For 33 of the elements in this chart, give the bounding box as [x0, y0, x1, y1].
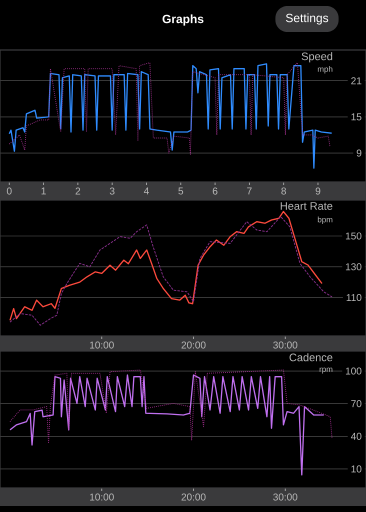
text: Graphs — [162, 14, 204, 26]
x-tick-label: 10:00 — [90, 494, 114, 501]
x-tick-label: 6 — [212, 188, 218, 195]
y-tick-label: 110 — [346, 294, 362, 302]
x-tick-label: 4 — [144, 188, 149, 194]
chart-title: Cadence — [290, 353, 332, 362]
chart-title: Speed — [302, 52, 332, 62]
x-tick-label: 30:00 — [273, 342, 298, 349]
y-tick-label: 100 — [346, 368, 362, 375]
x-tick-label: 20:00 — [182, 494, 206, 501]
x-tick-label: 30:00 — [273, 494, 298, 501]
x-tick-label: 7 — [247, 188, 252, 194]
text: Settings — [286, 13, 328, 25]
y-tick-label: 40 — [350, 432, 362, 440]
y-tick-label: 150 — [346, 232, 362, 240]
x-tick-label: 20:00 — [182, 342, 206, 349]
x-tick-label: 5 — [178, 188, 184, 194]
x-tick-label: 0 — [6, 188, 12, 195]
x-tick-label: 9 — [316, 188, 320, 195]
y-tick-label: 10 — [351, 465, 362, 472]
line-series — [10, 370, 333, 444]
x-tick-label: 3 — [110, 188, 115, 195]
y-tick-label: 9 — [356, 150, 362, 157]
y-tick-label: 130 — [346, 263, 362, 270]
chart-title: Heart Rate — [280, 202, 332, 210]
y-tick-label: 15 — [351, 113, 362, 120]
x-tick-label: 10:00 — [90, 342, 114, 349]
x-tick-label: 1 — [42, 188, 46, 194]
x-tick-label: 8 — [281, 188, 286, 195]
x-tick-label: 2 — [76, 188, 80, 194]
y-tick-label: 21 — [351, 77, 362, 84]
line-series — [9, 374, 324, 476]
y-tick-label: 70 — [351, 400, 362, 408]
